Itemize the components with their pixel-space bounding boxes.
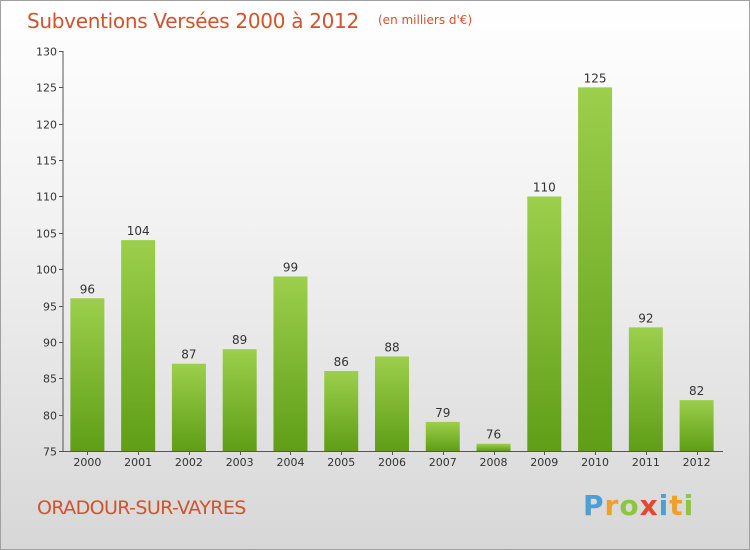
y-tick-label: 75 <box>43 446 57 459</box>
logo-letter: i <box>683 489 695 522</box>
bar-2002 <box>171 363 206 451</box>
axes: 75 80 85 90 95 100 105 110 115 120 125 130 <box>36 46 723 459</box>
logo-letter: o <box>619 489 640 522</box>
data-label: 125 <box>584 71 607 85</box>
y-tick-label: 90 <box>43 337 57 350</box>
bar-2000 <box>70 298 105 451</box>
y-tick-label: 95 <box>43 301 57 314</box>
logo-letter: r <box>604 489 620 522</box>
data-label: 82 <box>689 384 704 398</box>
y-tick-label: 130 <box>36 46 57 59</box>
y-tick-label: 100 <box>36 264 57 277</box>
bars-group <box>70 87 714 451</box>
logo-letter: i <box>658 489 670 522</box>
x-tick-label: 2006 <box>378 456 406 469</box>
commune-name: ORADOUR-SUR-VAYRES <box>37 497 246 519</box>
y-tick-label: 115 <box>36 155 57 168</box>
data-label: 87 <box>181 348 196 362</box>
bar-2001 <box>121 240 156 451</box>
chart-title: Subventions Versées 2000 à 2012 <box>27 9 359 33</box>
logo-letter: x <box>639 489 659 522</box>
labels-group: 96 2000 104 2001 87 2002 89 2003 99 2004 86 2005 88 2… <box>73 71 710 469</box>
bar-2004 <box>273 276 308 451</box>
data-label: 96 <box>80 282 95 296</box>
data-label: 86 <box>334 355 349 369</box>
bar-2003 <box>222 349 257 451</box>
x-tick-label: 2004 <box>276 456 304 469</box>
proxiti-logo[interactable]: Proxiti <box>583 489 694 522</box>
bar-2009 <box>527 196 562 451</box>
chart-subtitle: (en milliers d'€) <box>378 13 473 27</box>
x-tick-label: 2001 <box>124 456 152 469</box>
bar-2010 <box>578 87 613 451</box>
x-tick-label: 2002 <box>175 456 203 469</box>
x-tick-label: 2011 <box>632 456 660 469</box>
bar-2012 <box>679 400 714 451</box>
data-label: 76 <box>486 428 501 442</box>
data-label: 79 <box>435 406 450 420</box>
x-tick-label: 2000 <box>73 456 101 469</box>
x-tick-label: 2009 <box>530 456 558 469</box>
bar-2007 <box>425 421 460 451</box>
bar-2011 <box>628 327 663 451</box>
y-tick-label: 125 <box>36 82 57 95</box>
bar-2006 <box>375 356 409 451</box>
x-tick-label: 2003 <box>226 456 254 469</box>
y-tick-label: 80 <box>43 410 57 423</box>
title-block: Subventions Versées 2000 à 2012 (en mill… <box>27 9 472 33</box>
y-tick-label: 110 <box>36 191 57 204</box>
y-tick-label: 120 <box>36 119 57 132</box>
data-label: 110 <box>533 180 556 194</box>
x-tick-label: 2010 <box>581 456 609 469</box>
y-tick-label: 85 <box>43 373 57 386</box>
x-tick-label: 2008 <box>480 456 508 469</box>
data-label: 88 <box>384 340 399 354</box>
data-label: 89 <box>232 333 247 347</box>
x-tick-label: 2012 <box>683 456 711 469</box>
y-tick-label: 105 <box>36 228 57 241</box>
data-label: 104 <box>127 224 150 238</box>
x-tick-label: 2005 <box>327 456 355 469</box>
data-label: 99 <box>283 260 298 274</box>
bar-2008 <box>476 443 511 451</box>
bar-2005 <box>324 371 359 451</box>
data-label: 92 <box>638 311 653 325</box>
logo-letter: t <box>669 489 684 522</box>
logo-letter: P <box>583 489 605 522</box>
x-tick-label: 2007 <box>429 456 457 469</box>
